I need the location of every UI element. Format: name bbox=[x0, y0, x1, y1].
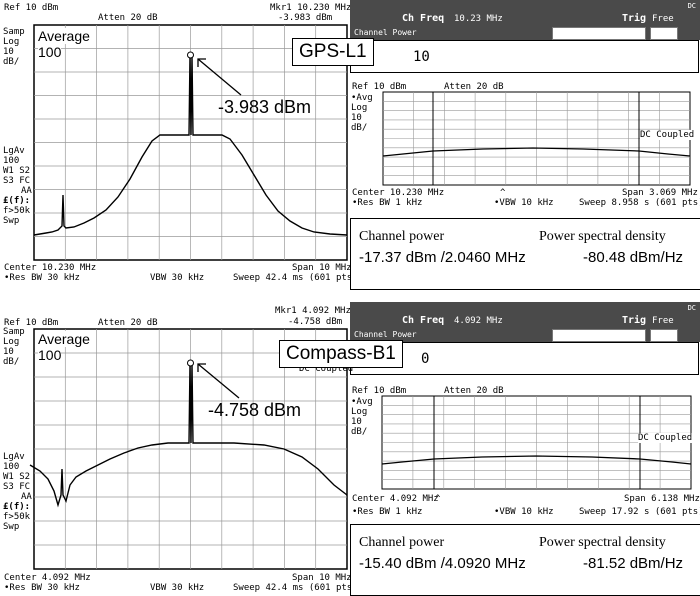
spectrum-trace bbox=[381, 455, 692, 465]
callout-signal-name: Compass-B1 bbox=[279, 340, 403, 368]
ch-freq-label: Ch Freq bbox=[402, 13, 445, 24]
softkey-field-2[interactable] bbox=[650, 329, 678, 342]
average-label: Average bbox=[38, 28, 90, 44]
psd-value: -81.52 dBm/Hz bbox=[583, 555, 684, 572]
vbw: VBW 30 kHz bbox=[150, 583, 205, 593]
attenuation: Atten 20 dB bbox=[444, 386, 504, 396]
psd-label: Power spectral density bbox=[539, 535, 666, 550]
span: Span 10 MHz bbox=[292, 263, 352, 273]
marker-diamond bbox=[187, 359, 194, 367]
center-frequency: Center 4.092 MHz bbox=[4, 573, 91, 583]
average-label: Average bbox=[38, 331, 90, 347]
side-labels: •Avg Log 10 dB/ bbox=[351, 93, 373, 133]
annotation-arrow bbox=[197, 363, 240, 399]
trig-label: Trig bbox=[622, 13, 647, 24]
span: Span 10 MHz bbox=[292, 573, 352, 583]
sweep: Sweep 8.958 s (601 pts) bbox=[579, 198, 700, 208]
coupling-indicator: DC Coupled bbox=[640, 130, 695, 140]
average-count: 100 bbox=[38, 44, 62, 60]
side-labels-bottom: LgAv 100 W1 S2 S3 FC AA £(f): f>50k Swp bbox=[3, 452, 32, 532]
channel-power-value: -15.40 dBm /4.0920 MHz bbox=[359, 555, 526, 572]
channel-power-label: Channel power bbox=[359, 535, 445, 550]
spectrum-trace bbox=[33, 54, 348, 236]
marker-frequency: Mkr1 10.230 MHz bbox=[270, 3, 352, 13]
sweep: Sweep 42.4 ms (601 pts) bbox=[233, 583, 358, 593]
side-labels-bottom: LgAv 100 W1 S2 S3 FC AA £(f): f>50k Swp bbox=[3, 146, 32, 226]
side-labels-top: Samp Log 10 dB/ bbox=[3, 27, 25, 67]
ref-level: Ref 10 dBm bbox=[4, 318, 59, 328]
spectrum-trace bbox=[29, 362, 348, 508]
mode-label: Channel Power bbox=[354, 28, 417, 37]
side-labels-top: Samp Log 10 dB/ bbox=[3, 327, 25, 367]
annotation-arrow bbox=[197, 58, 242, 96]
marker-level: -4.758 dBm bbox=[288, 317, 343, 327]
active-function-value: 10 bbox=[413, 49, 430, 65]
psd-label: Power spectral density bbox=[539, 229, 666, 244]
res-bw: •Res BW 1 kHz bbox=[352, 198, 423, 208]
channel-power-graph-gps bbox=[382, 91, 691, 186]
sweep: Sweep 17.92 s (601 pts) bbox=[579, 507, 700, 517]
psd-value: -80.48 dBm/Hz bbox=[583, 249, 684, 266]
mode-label: Channel Power bbox=[354, 330, 417, 339]
res-bw: •Res BW 30 kHz bbox=[4, 273, 80, 283]
dc-flag: DC bbox=[687, 2, 696, 10]
active-function-field[interactable]: 10 bbox=[350, 40, 699, 73]
active-function-value: 0 bbox=[421, 351, 430, 367]
average-count: 100 bbox=[38, 347, 62, 363]
ref-level: Ref 10 dBm bbox=[352, 386, 407, 396]
softkey-bar: DC Ch Freq 10.23 MHz Trig Free Channel P… bbox=[350, 0, 700, 40]
ref-level: Ref 10 dBm bbox=[4, 3, 59, 13]
marker-diamond bbox=[187, 51, 194, 59]
trig-value: Free bbox=[652, 14, 674, 24]
res-bw: •Res BW 1 kHz bbox=[352, 507, 423, 517]
active-function-field[interactable]: 0 DC Coupled bbox=[299, 342, 699, 375]
sweep: Sweep 42.4 ms (601 pts) bbox=[233, 273, 358, 283]
vbw: •VBW 10 kHz bbox=[494, 507, 554, 517]
dc-flag: DC bbox=[687, 304, 696, 312]
spectrum-graph-compass bbox=[29, 328, 348, 570]
ref-level: Ref 10 dBm bbox=[352, 82, 407, 92]
result-box: Channel power Power spectral density -15… bbox=[350, 524, 700, 596]
spectrum-trace bbox=[382, 147, 691, 157]
center-frequency: Center 10.230 MHz bbox=[4, 263, 97, 273]
callout-signal-name: GPS-L1 bbox=[292, 38, 374, 66]
channel-power-value: -17.37 dBm /2.0460 MHz bbox=[359, 249, 526, 266]
marker-frequency: Mkr1 4.092 MHz bbox=[275, 306, 351, 316]
softkey-field-1[interactable] bbox=[552, 27, 646, 40]
under-text: DC Coupled bbox=[299, 364, 354, 374]
center-frequency: Center 4.092 MHz bbox=[352, 494, 439, 504]
softkey-bar: DC Ch Freq 4.092 MHz Trig Free Channel P… bbox=[350, 302, 700, 342]
res-bw: •Res BW 30 kHz bbox=[4, 583, 80, 593]
softkey-field-2[interactable] bbox=[650, 27, 678, 40]
trig-value: Free bbox=[652, 316, 674, 326]
ch-freq-value: 10.23 MHz bbox=[454, 14, 503, 24]
attenuation: Atten 20 dB bbox=[444, 82, 504, 92]
span: Span 6.138 MHz bbox=[624, 494, 700, 504]
vbw: •VBW 10 kHz bbox=[494, 198, 554, 208]
marker-level: -3.983 dBm bbox=[278, 13, 333, 23]
coupling-indicator: DC Coupled bbox=[638, 433, 693, 443]
ch-freq-label: Ch Freq bbox=[402, 315, 445, 326]
ch-freq-value: 4.092 MHz bbox=[454, 316, 503, 326]
channel-power-label: Channel power bbox=[359, 229, 445, 244]
result-box: Channel power Power spectral density -17… bbox=[350, 218, 700, 290]
span: Span 3.069 MHz bbox=[622, 188, 698, 198]
attenuation: Atten 20 dB bbox=[98, 318, 158, 328]
annotation-marker-level: -4.758 dBm bbox=[208, 400, 302, 420]
center-frequency: Center 10.230 MHz bbox=[352, 188, 445, 198]
vbw: VBW 30 kHz bbox=[150, 273, 205, 283]
side-labels: •Avg Log 10 dB/ bbox=[351, 397, 373, 437]
graticule-grid bbox=[34, 329, 347, 569]
attenuation: Atten 20 dB bbox=[98, 13, 158, 23]
softkey-field-1[interactable] bbox=[552, 329, 646, 342]
spectrum-graph-gps bbox=[33, 24, 348, 261]
trig-label: Trig bbox=[622, 315, 647, 326]
annotation-marker-level: -3.983 dBm bbox=[218, 97, 312, 117]
